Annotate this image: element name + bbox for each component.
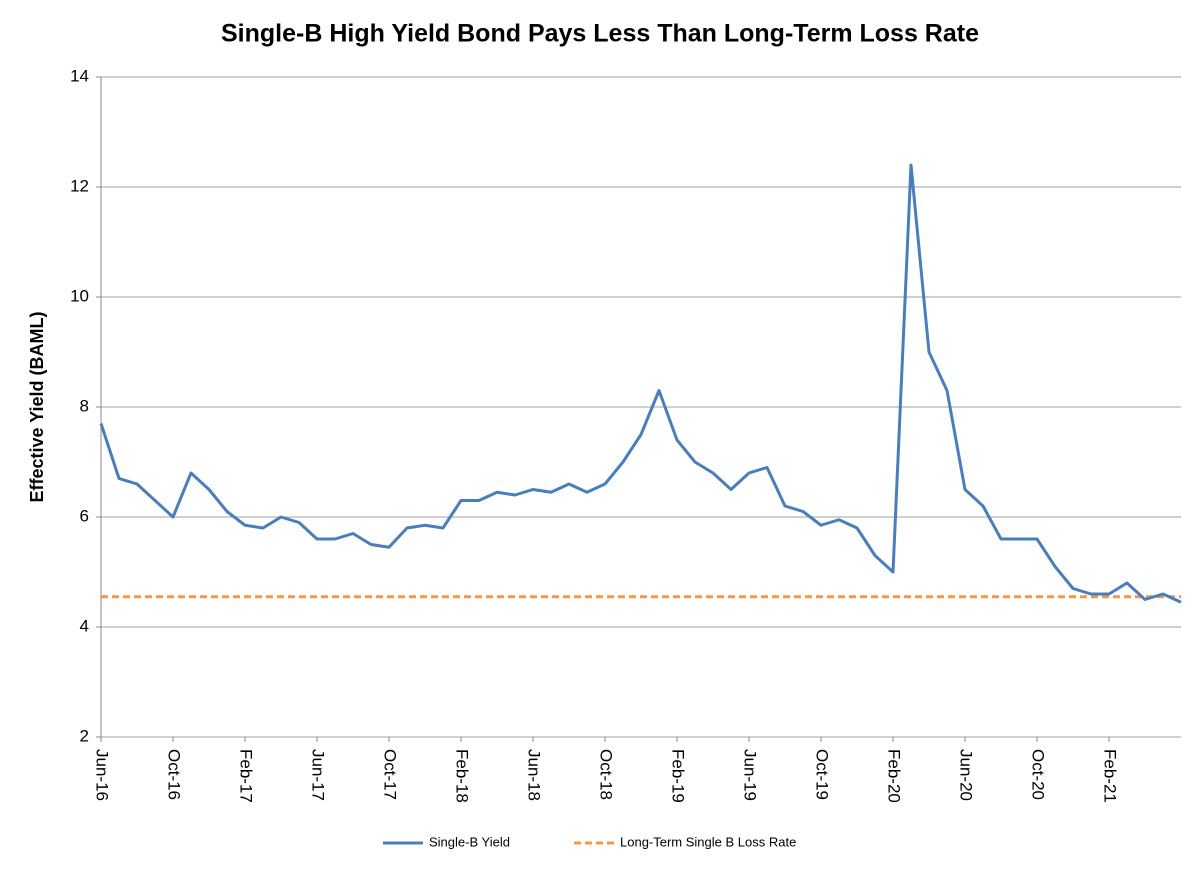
y-axis-label: Effective Yield (BAML): [27, 311, 47, 502]
x-tick-label: Jun-20: [957, 749, 976, 801]
x-tick-label: Oct-20: [1029, 749, 1048, 800]
y-tick-label: 12: [70, 176, 89, 195]
x-tick-label: Jun-16: [93, 749, 112, 801]
x-tick-label: Jun-19: [741, 749, 760, 801]
x-tick-label: Feb-18: [453, 749, 472, 803]
legend-label: Single-B Yield: [429, 834, 510, 849]
y-tick-label: 10: [70, 286, 89, 305]
x-tick-label: Oct-18: [597, 749, 616, 800]
x-tick-label: Oct-19: [813, 749, 832, 800]
y-tick-label: 8: [80, 396, 89, 415]
legend-label: Long-Term Single B Loss Rate: [620, 834, 796, 849]
x-tick-label: Feb-20: [885, 749, 904, 803]
x-tick-label: Feb-19: [669, 749, 688, 803]
x-tick-label: Jun-17: [309, 749, 328, 801]
x-tick-label: Feb-21: [1101, 749, 1120, 803]
chart-title: Single-B High Yield Bond Pays Less Than …: [221, 20, 979, 48]
data-line: [99, 163, 1182, 604]
y-tick-label: 6: [80, 506, 89, 525]
x-tick-label: Oct-16: [165, 749, 184, 800]
x-tick-label: Oct-17: [381, 749, 400, 800]
y-tick-label: 2: [80, 726, 89, 745]
x-tick-label: Jun-18: [525, 749, 544, 801]
y-tick-label: 4: [80, 616, 89, 635]
y-tick-label: 14: [70, 66, 89, 85]
x-tick-label: Feb-17: [237, 749, 256, 803]
